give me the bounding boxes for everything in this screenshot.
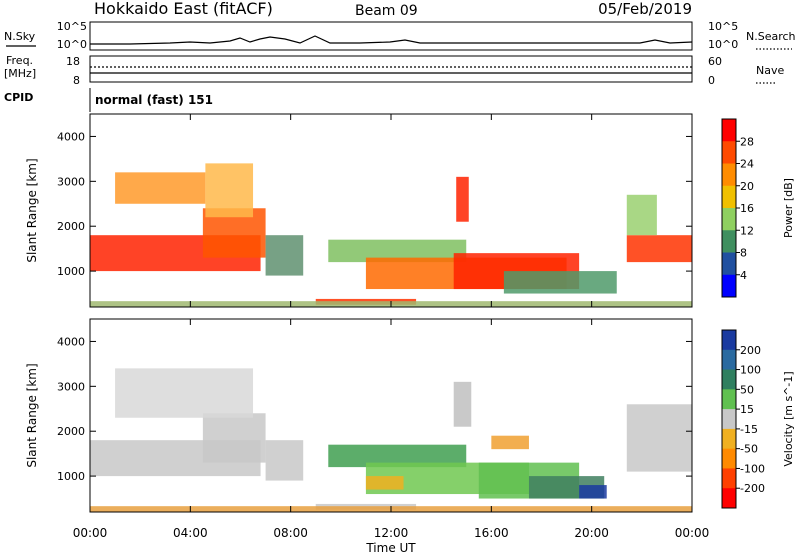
date-label: 05/Feb/2019 bbox=[598, 0, 692, 18]
velocity-y-tick-label: 4000 bbox=[57, 335, 85, 348]
power-echo-region bbox=[265, 235, 304, 276]
power-colorbar-tick-label: 8 bbox=[740, 247, 747, 260]
x-tick-label: 20:00 bbox=[574, 526, 609, 540]
velocity-colorbar-cell bbox=[722, 468, 736, 489]
velocity-echo-region bbox=[115, 368, 254, 418]
velocity-echo-region bbox=[491, 435, 529, 450]
power-echo-region bbox=[328, 239, 467, 263]
x-tick-label: 04:00 bbox=[173, 526, 208, 540]
nave-tick-top: 60 bbox=[708, 55, 722, 68]
velocity-echo-region bbox=[265, 440, 304, 481]
noise-tick-top-right: 10^5 bbox=[708, 20, 738, 33]
power-y-tick-label: 4000 bbox=[57, 130, 85, 143]
velocity-colorbar-tick-label: 100 bbox=[740, 364, 761, 377]
velocity-colorbar-cell bbox=[722, 448, 736, 469]
velocity-colorbar-cell bbox=[722, 409, 736, 430]
power-colorbar-cell bbox=[722, 119, 736, 142]
velocity-panel: 1000 2000 3000 4000 Slant Range [km] 200 100 50… bbox=[25, 318, 795, 513]
power-colorbar-tick-label: 24 bbox=[740, 158, 754, 171]
freq-unit: [MHz] bbox=[4, 67, 36, 80]
power-colorbar-cell bbox=[722, 274, 736, 298]
power-colorbar-tick-label: 12 bbox=[740, 224, 754, 237]
velocity-echo-region bbox=[328, 444, 467, 468]
x-tick-label: 16:00 bbox=[474, 526, 509, 540]
velocity-y-axis-label: Slant Range [km] bbox=[25, 363, 39, 467]
x-tick-label: 08:00 bbox=[273, 526, 308, 540]
power-colorbar-tick-label: 16 bbox=[740, 202, 754, 215]
velocity-y-tick-label: 3000 bbox=[57, 380, 85, 393]
power-echo-region bbox=[456, 176, 469, 222]
power-colorbar-cell bbox=[722, 208, 736, 231]
freq-strip: Freq. [MHz] 18 8 60 0 Nave bbox=[4, 54, 784, 87]
cpid-label: CPID bbox=[4, 91, 33, 104]
velocity-echo-region bbox=[202, 413, 266, 463]
velocity-colorbar-cell bbox=[722, 488, 736, 509]
cpid-value: normal (fast) 151 bbox=[95, 93, 213, 107]
power-panel: 1000 2000 3000 4000 Slant Range [km] 28 24 20 16… bbox=[25, 113, 795, 308]
power-y-tick-label: 2000 bbox=[57, 220, 85, 233]
nsky-label: N.Sky bbox=[4, 30, 36, 43]
power-echo-region bbox=[115, 172, 206, 204]
velocity-colorbar-tick-label: 50 bbox=[740, 383, 754, 396]
noise-tick-bottom-right: 10^0 bbox=[708, 38, 738, 51]
velocity-colorbar-tick-label: -100 bbox=[740, 462, 765, 475]
power-colorbar-cell bbox=[722, 185, 736, 209]
velocity-colorbar-tick-label: -50 bbox=[740, 443, 758, 456]
noise-strip: N.Sky 10^5 10^0 10^5 10^0 N.Search bbox=[4, 20, 796, 51]
beam-label: Beam 09 bbox=[355, 3, 418, 19]
velocity-colorbar-tick-label: -200 bbox=[740, 482, 765, 495]
nave-label: Nave bbox=[756, 64, 784, 77]
power-colorbar-cell bbox=[722, 252, 736, 276]
velocity-colorbar-label: Velocity [m s^-1] bbox=[782, 371, 795, 466]
velocity-colorbar-tick-label: 15 bbox=[740, 403, 754, 416]
station-title: Hokkaido East (fitACF) bbox=[94, 0, 273, 18]
power-colorbar-label: Power [dB] bbox=[782, 178, 795, 238]
velocity-echo-region bbox=[579, 485, 607, 499]
x-tick-label: 12:00 bbox=[374, 526, 409, 540]
power-echo-region bbox=[503, 271, 617, 294]
velocity-colorbar-tick-label: 200 bbox=[740, 344, 761, 357]
power-colorbar-tick-label: 20 bbox=[740, 180, 754, 193]
power-y-axis-label: Slant Range [km] bbox=[25, 158, 39, 262]
freq-tick-top: 18 bbox=[66, 55, 80, 68]
nsearch-label: N.Search bbox=[746, 30, 796, 43]
nave-tick-bottom: 0 bbox=[708, 74, 715, 87]
power-colorbar-cell bbox=[722, 230, 736, 253]
power-echo-region bbox=[205, 163, 254, 218]
nsky-trace bbox=[90, 35, 693, 45]
x-axis-label: Time UT bbox=[365, 541, 416, 554]
noise-tick-top-left: 10^5 bbox=[57, 20, 87, 33]
power-echo-region bbox=[626, 235, 692, 263]
cpid-row: CPID normal (fast) 151 bbox=[4, 88, 213, 112]
velocity-colorbar-cell bbox=[722, 369, 736, 390]
power-colorbar-cell bbox=[722, 141, 736, 164]
velocity-echo-region bbox=[365, 476, 404, 490]
power-y-tick-label: 3000 bbox=[57, 175, 85, 188]
power-y-tick-label: 1000 bbox=[57, 265, 85, 278]
velocity-y-tick-label: 1000 bbox=[57, 470, 85, 483]
power-colorbar-cell bbox=[722, 163, 736, 187]
velocity-colorbar-cell bbox=[722, 389, 736, 410]
power-echo-region bbox=[626, 194, 657, 236]
velocity-colorbar-cell bbox=[722, 330, 736, 351]
x-tick-label: 00:00 bbox=[73, 526, 108, 540]
velocity-colorbar-frame bbox=[721, 329, 737, 509]
x-tick-label: 00:00 bbox=[675, 526, 710, 540]
power-colorbar-tick-label: 28 bbox=[740, 135, 754, 148]
velocity-y-tick-label: 2000 bbox=[57, 425, 85, 438]
freq-tick-bottom: 8 bbox=[73, 74, 80, 87]
velocity-colorbar-cell bbox=[722, 349, 736, 371]
x-tick-labels: 00:00 04:00 08:00 12:00 16:00 20:00 00:00 bbox=[73, 526, 710, 540]
power-colorbar-tick-label: 4 bbox=[740, 269, 747, 282]
velocity-echo-region bbox=[453, 381, 472, 427]
freq-label: Freq. bbox=[6, 54, 33, 67]
velocity-echo-region bbox=[626, 404, 692, 472]
velocity-colorbar-tick-label: -15 bbox=[740, 423, 758, 436]
velocity-colorbar-cell bbox=[722, 428, 736, 450]
noise-tick-bottom-left: 10^0 bbox=[57, 38, 87, 51]
